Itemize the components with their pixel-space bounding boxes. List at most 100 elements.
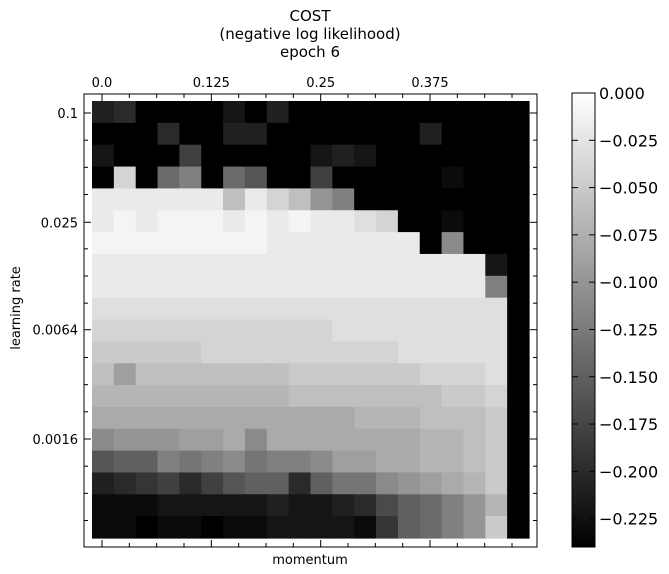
heatmap-cell (244, 385, 268, 408)
heatmap-cell (266, 297, 290, 321)
heatmap-cell (441, 122, 465, 146)
heatmap-cell (113, 363, 137, 386)
heatmap-cell (223, 472, 246, 495)
heatmap-cell (441, 516, 465, 539)
heatmap-cell (419, 122, 443, 146)
heatmap-cell (419, 341, 443, 364)
heatmap-cell (332, 275, 355, 299)
heatmap-cell (244, 450, 268, 474)
heatmap-cell (179, 144, 202, 168)
heatmap-cell (507, 101, 530, 124)
heatmap-cell (266, 188, 290, 211)
heatmap-cell (507, 297, 530, 321)
heatmap-cell (135, 101, 159, 124)
heatmap-cell (201, 101, 224, 124)
heatmap-cell (179, 319, 202, 342)
heatmap-cell (201, 122, 224, 146)
heatmap-cell (266, 101, 290, 124)
heatmap-cell (332, 472, 355, 495)
heatmap-cell (113, 188, 137, 211)
heatmap-cell (92, 385, 115, 408)
x-axis-label: momentum (272, 553, 348, 568)
heatmap-cell (179, 494, 202, 517)
heatmap-cell (266, 144, 290, 168)
heatmap-cell (135, 385, 159, 408)
heatmap-cell (485, 122, 508, 146)
heatmap-cell (441, 406, 465, 430)
heatmap-cell (354, 406, 377, 430)
heatmap-cell (113, 406, 137, 430)
heatmap-cell (507, 341, 530, 364)
heatmap-cell (92, 253, 115, 277)
heatmap-cell (485, 494, 508, 517)
chart-title-line-1: COST (290, 7, 332, 25)
colorbar-tick-label: −0.125 (599, 320, 658, 339)
heatmap-cell (376, 319, 399, 342)
heatmap-cell (310, 363, 333, 386)
colorbar-tick-label: −0.175 (599, 415, 658, 434)
heatmap-cell (223, 232, 246, 255)
heatmap-cell (463, 472, 486, 495)
heatmap-cell (179, 297, 202, 321)
heatmap-cell (135, 319, 159, 342)
y-axis-label: learning rate (9, 266, 24, 350)
heatmap-cell (354, 450, 377, 474)
heatmap-cell (179, 341, 202, 364)
heatmap-cell (354, 472, 377, 495)
heatmap-cell (244, 122, 268, 146)
heatmap-cell (376, 341, 399, 364)
y-tick-label: 0.0016 (33, 433, 79, 448)
heatmap-cell (354, 385, 377, 408)
heatmap-cell (507, 253, 530, 277)
heatmap-cell (223, 101, 246, 124)
colorbar-tick-label: −0.075 (599, 226, 658, 245)
heatmap-cell (288, 122, 312, 146)
heatmap-cell (223, 385, 246, 408)
heatmap-cell (310, 450, 333, 474)
heatmap-cell (485, 297, 508, 321)
heatmap-cell (376, 232, 399, 255)
heatmap-cell (135, 144, 159, 168)
heatmap-cell (157, 472, 180, 495)
heatmap-cell (507, 188, 530, 211)
heatmap-cell (288, 144, 312, 168)
heatmap-cell (223, 166, 246, 189)
colorbar-tick-label: −0.100 (599, 273, 658, 292)
heatmap-cell (463, 188, 486, 211)
heatmap-cell (157, 450, 180, 474)
heatmap-cell (157, 232, 180, 255)
heatmap-cell (223, 188, 246, 211)
heatmap-cell (354, 319, 377, 342)
heatmap-cell (463, 122, 486, 146)
colorbar-tick-label: −0.150 (599, 368, 658, 387)
heatmap-cell (354, 494, 377, 517)
heatmap-cell (179, 210, 202, 233)
heatmap-cell (157, 101, 180, 124)
heatmap-cell (354, 275, 377, 299)
chart-title-line-3: epoch 6 (280, 43, 340, 61)
heatmap-cell (485, 275, 508, 299)
heatmap-cell (135, 450, 159, 474)
heatmap-cell (463, 144, 486, 168)
heatmap-cell (288, 232, 312, 255)
heatmap-cell (266, 406, 290, 430)
heatmap-cell (113, 232, 137, 255)
heatmap-cell (157, 210, 180, 233)
heatmap-cell (288, 472, 312, 495)
heatmap-cell (266, 516, 290, 539)
heatmap-cell (201, 232, 224, 255)
heatmap-cell (92, 210, 115, 233)
heatmap-cell (135, 341, 159, 364)
heatmap-cell (397, 122, 421, 146)
heatmap-cell (419, 363, 443, 386)
heatmap-cell (419, 253, 443, 277)
heatmap-cell (244, 472, 268, 495)
heatmap-cell (288, 406, 312, 430)
heatmap-cell (288, 450, 312, 474)
heatmap-cell (507, 275, 530, 299)
heatmap-cell (376, 275, 399, 299)
heatmap-cell (441, 275, 465, 299)
heatmap-cell (179, 275, 202, 299)
heatmap-cell (332, 406, 355, 430)
heatmap-cell (507, 516, 530, 539)
